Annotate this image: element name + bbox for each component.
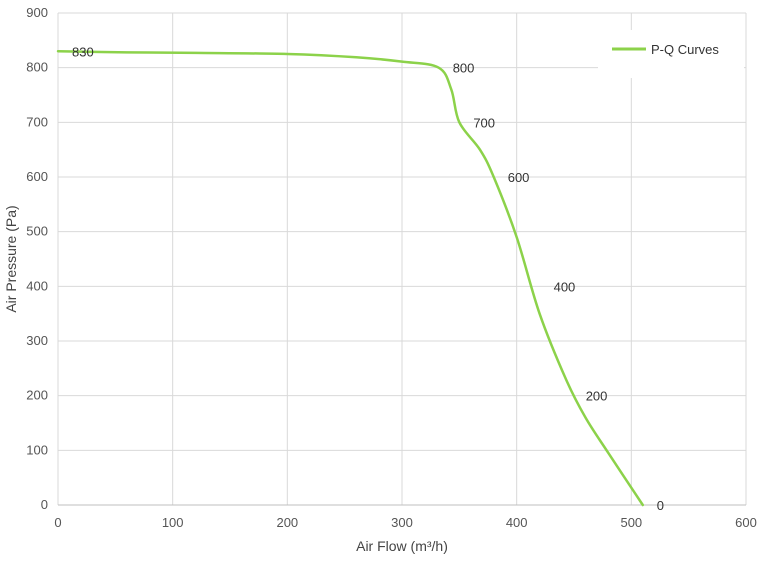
x-tick-label: 600 (735, 515, 757, 530)
y-tick-label: 100 (26, 442, 48, 457)
legend-label: P-Q Curves (651, 42, 719, 57)
y-tick-label: 400 (26, 278, 48, 293)
point-label: 700 (473, 115, 495, 130)
x-tick-label: 400 (506, 515, 528, 530)
y-axis-ticks: 0 100 200 300 400 500 600 700 800 900 (26, 5, 48, 512)
y-tick-label: 800 (26, 60, 48, 75)
y-tick-label: 200 (26, 388, 48, 403)
x-axis-title: Air Flow (m³/h) (356, 538, 448, 554)
legend: P-Q Curves (598, 30, 744, 78)
x-tick-label: 500 (620, 515, 642, 530)
point-label: 200 (586, 389, 608, 404)
point-label: 0 (657, 498, 664, 513)
y-tick-label: 0 (41, 497, 48, 512)
annotation-layer: 830 800 700 600 400 200 0 (72, 44, 664, 513)
y-tick-label: 900 (26, 5, 48, 20)
y-tick-label: 300 (26, 333, 48, 348)
x-tick-label: 0 (54, 515, 61, 530)
series-line (56, 50, 645, 507)
point-label: 600 (508, 170, 530, 185)
y-tick-label: 700 (26, 114, 48, 129)
series-layer (56, 50, 645, 507)
grid-lines (57, 12, 747, 506)
point-label: 830 (72, 44, 94, 59)
x-tick-label: 100 (162, 515, 184, 530)
y-tick-label: 600 (26, 169, 48, 184)
x-axis-ticks: 0 100 200 300 400 500 600 (54, 515, 756, 530)
point-label: 800 (453, 61, 475, 76)
legend-background (598, 30, 744, 78)
y-axis-title: Air Pressure (Pa) (3, 205, 19, 312)
y-tick-label: 500 (26, 224, 48, 239)
x-tick-label: 200 (276, 515, 298, 530)
x-tick-label: 300 (391, 515, 413, 530)
point-label: 400 (554, 279, 576, 294)
